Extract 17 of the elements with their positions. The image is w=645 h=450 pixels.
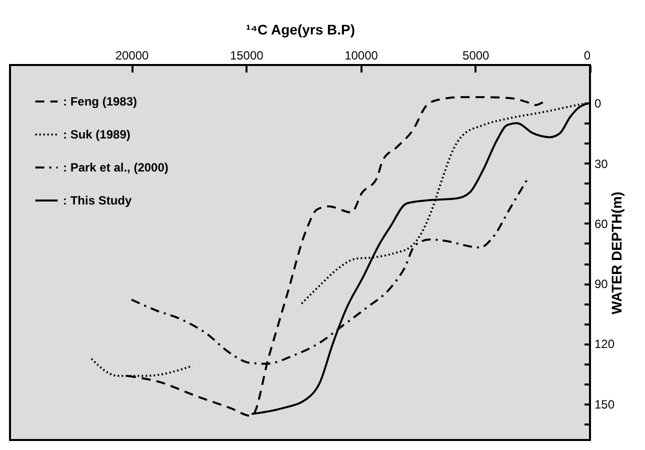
x-axis-title: ¹⁴C Age(yrs B.P) xyxy=(246,22,356,38)
x-tick-label: 20000 xyxy=(115,48,150,62)
x-tick-label: 0 xyxy=(584,48,591,62)
legend-label: : Park et al., (2000) xyxy=(63,160,168,174)
legend-label: : This Study xyxy=(63,194,132,208)
y-tick-label: 150 xyxy=(594,397,615,412)
y-tick-label: 60 xyxy=(594,216,608,231)
y-axis-title: WATER DEPTH(m) xyxy=(608,192,625,314)
legend-label: : Feng (1983) xyxy=(63,94,138,108)
y-tick-label: 0 xyxy=(594,96,602,111)
legend-label: : Suk (1989) xyxy=(63,128,130,142)
y-tick-label: 120 xyxy=(594,337,615,352)
x-tick-label: 15000 xyxy=(230,48,264,62)
y-tick-label: 30 xyxy=(594,156,608,171)
y-tick-label: 90 xyxy=(594,277,608,292)
x-tick-label: 10000 xyxy=(344,48,378,62)
x-tick-label: 5000 xyxy=(462,48,490,62)
